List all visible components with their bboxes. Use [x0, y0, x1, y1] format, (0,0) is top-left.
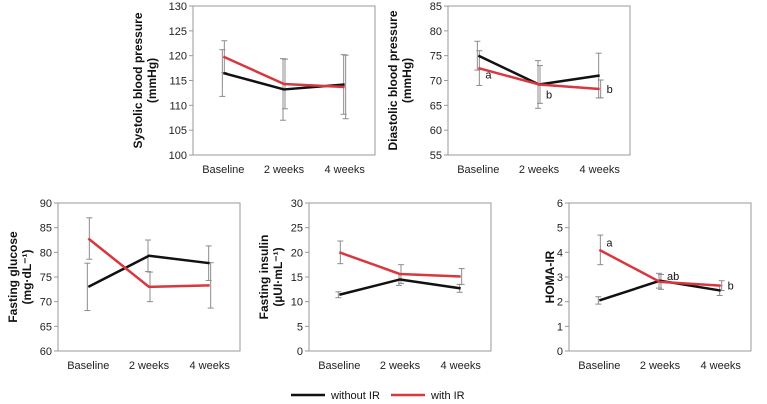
y-tick-label: 15 [291, 272, 303, 284]
significance-letter: b [546, 89, 552, 101]
series-line-with-ir [222, 55, 345, 89]
y-tick-label: 65 [40, 321, 52, 333]
y-tick-label: 60 [40, 346, 52, 358]
x-tick-label: Baseline [202, 164, 244, 176]
x-tick-label: 2 weeks [264, 164, 305, 176]
x-tick-label: Baseline [318, 360, 360, 372]
y-axis-label-line: (mg·dL⁻¹) [20, 250, 34, 305]
chart-panel-4: 0 5 10 15 20 25 30 Baseline 2 weeks 4 weeks Fastin… [257, 198, 492, 372]
x-tick-label: Baseline [457, 164, 499, 176]
y-tick-label: 105 [169, 125, 187, 137]
series-line-without-ir [477, 54, 600, 86]
y-axis-label-line: HOMA-IR [543, 250, 557, 303]
y-axis-label: Systolic blood pressure(mmHg) [131, 12, 159, 148]
x-tick-label: 4 weeks [579, 164, 620, 176]
y-axis-label-line: (mmHg) [145, 58, 159, 103]
x-tick-label: 4 weeks [440, 360, 481, 372]
y-tick-label: 0 [557, 346, 563, 358]
y-tick-label: 130 [169, 1, 187, 13]
significance-letter: ab [667, 271, 679, 283]
y-tick-label: 5 [557, 223, 563, 235]
y-tick-label: 0 [297, 346, 303, 358]
y-tick-label: 120 [169, 51, 187, 63]
y-tick-label: 100 [169, 150, 187, 162]
series-line-with-ir [338, 251, 461, 278]
x-tick-label: 2 weeks [519, 164, 560, 176]
y-tick-label: 6 [557, 198, 563, 210]
significance-letter: a [606, 237, 613, 249]
legend-label-without-ir: without IR [330, 390, 380, 402]
y-axis-label-line: (µUI·mL⁻¹) [271, 247, 285, 306]
y-tick-label: 70 [40, 297, 52, 309]
series-line-without-ir [339, 278, 461, 296]
x-tick-label: Baseline [67, 360, 109, 372]
y-axis-label-line: Fasting insulin [257, 235, 271, 320]
y-tick-label: 3 [557, 272, 563, 284]
chart-panel-1: 100 105 110 115 120 125 130 Baseline 2 weeks 4 we… [131, 1, 376, 176]
y-tick-label: 75 [430, 51, 442, 63]
y-tick-label: 10 [291, 297, 303, 309]
legend: without IR with IR [291, 390, 465, 402]
y-tick-label: 80 [430, 26, 442, 38]
plot-frame [308, 202, 492, 352]
y-axis-label: Fasting insulin(µUI·mL⁻¹) [257, 235, 285, 320]
y-tick-label: 85 [430, 1, 442, 13]
y-tick-label: 55 [430, 150, 442, 162]
y-tick-label: 25 [291, 223, 303, 235]
chart-panel-2: 55 60 65 70 75 80 85 Baseline 2 weeks 4 weeks Dias… [386, 1, 631, 176]
x-tick-label: 2 weeks [640, 360, 681, 372]
y-tick-label: 125 [169, 26, 187, 38]
significance-letter: a [485, 70, 492, 82]
y-axis-label-line: Fasting glucose [6, 231, 20, 323]
y-tick-label: 115 [169, 76, 187, 88]
series-line-with-ir [478, 66, 600, 91]
x-tick-label: 4 weeks [324, 164, 365, 176]
y-axis-label-line: Systolic blood pressure [131, 12, 145, 148]
chart-panel-3: 60 65 70 75 80 85 90 Baseline 2 weeks 4 weeks Fast… [6, 198, 241, 372]
series-line-with-ir [598, 248, 721, 287]
series-line-with-ir [87, 237, 210, 289]
y-axis-label-line: Diastolic blood pressure [386, 10, 400, 150]
x-tick-label: 4 weeks [189, 360, 230, 372]
y-tick-label: 20 [291, 247, 303, 259]
legend-label-with-ir: with IR [430, 390, 465, 402]
y-tick-label: 70 [430, 76, 442, 88]
y-axis-label-line: (mmHg) [400, 58, 414, 103]
y-tick-label: 85 [40, 223, 52, 235]
y-tick-label: 30 [291, 198, 303, 210]
y-tick-label: 4 [557, 247, 563, 259]
y-tick-label: 1 [557, 321, 563, 333]
significance-letter: b [607, 84, 613, 96]
plot-frame [568, 202, 752, 352]
y-tick-label: 65 [430, 100, 442, 112]
y-tick-label: 5 [297, 321, 303, 333]
y-tick-label: 90 [40, 198, 52, 210]
significance-letter: b [728, 281, 734, 293]
x-tick-label: Baseline [578, 360, 620, 372]
x-tick-label: 4 weeks [700, 360, 741, 372]
chart-panel-5: 0 1 2 3 4 5 6 Baseline 2 weeks 4 weeks HOMA-IR a ab b [543, 198, 752, 372]
y-tick-label: 110 [169, 100, 187, 112]
x-tick-label: 2 weeks [380, 360, 421, 372]
y-tick-label: 60 [430, 125, 442, 137]
x-tick-label: 2 weeks [129, 360, 170, 372]
y-axis-label: Fasting glucose(mg·dL⁻¹) [6, 231, 34, 323]
y-axis-label: Diastolic blood pressure(mmHg) [386, 10, 414, 150]
plot-frame [57, 202, 241, 352]
y-axis-label: HOMA-IR [543, 250, 557, 303]
y-tick-label: 75 [40, 272, 52, 284]
series-line-without-ir [87, 254, 210, 288]
plot-frame [192, 5, 376, 156]
y-tick-label: 2 [557, 297, 563, 309]
y-tick-label: 80 [40, 247, 52, 259]
